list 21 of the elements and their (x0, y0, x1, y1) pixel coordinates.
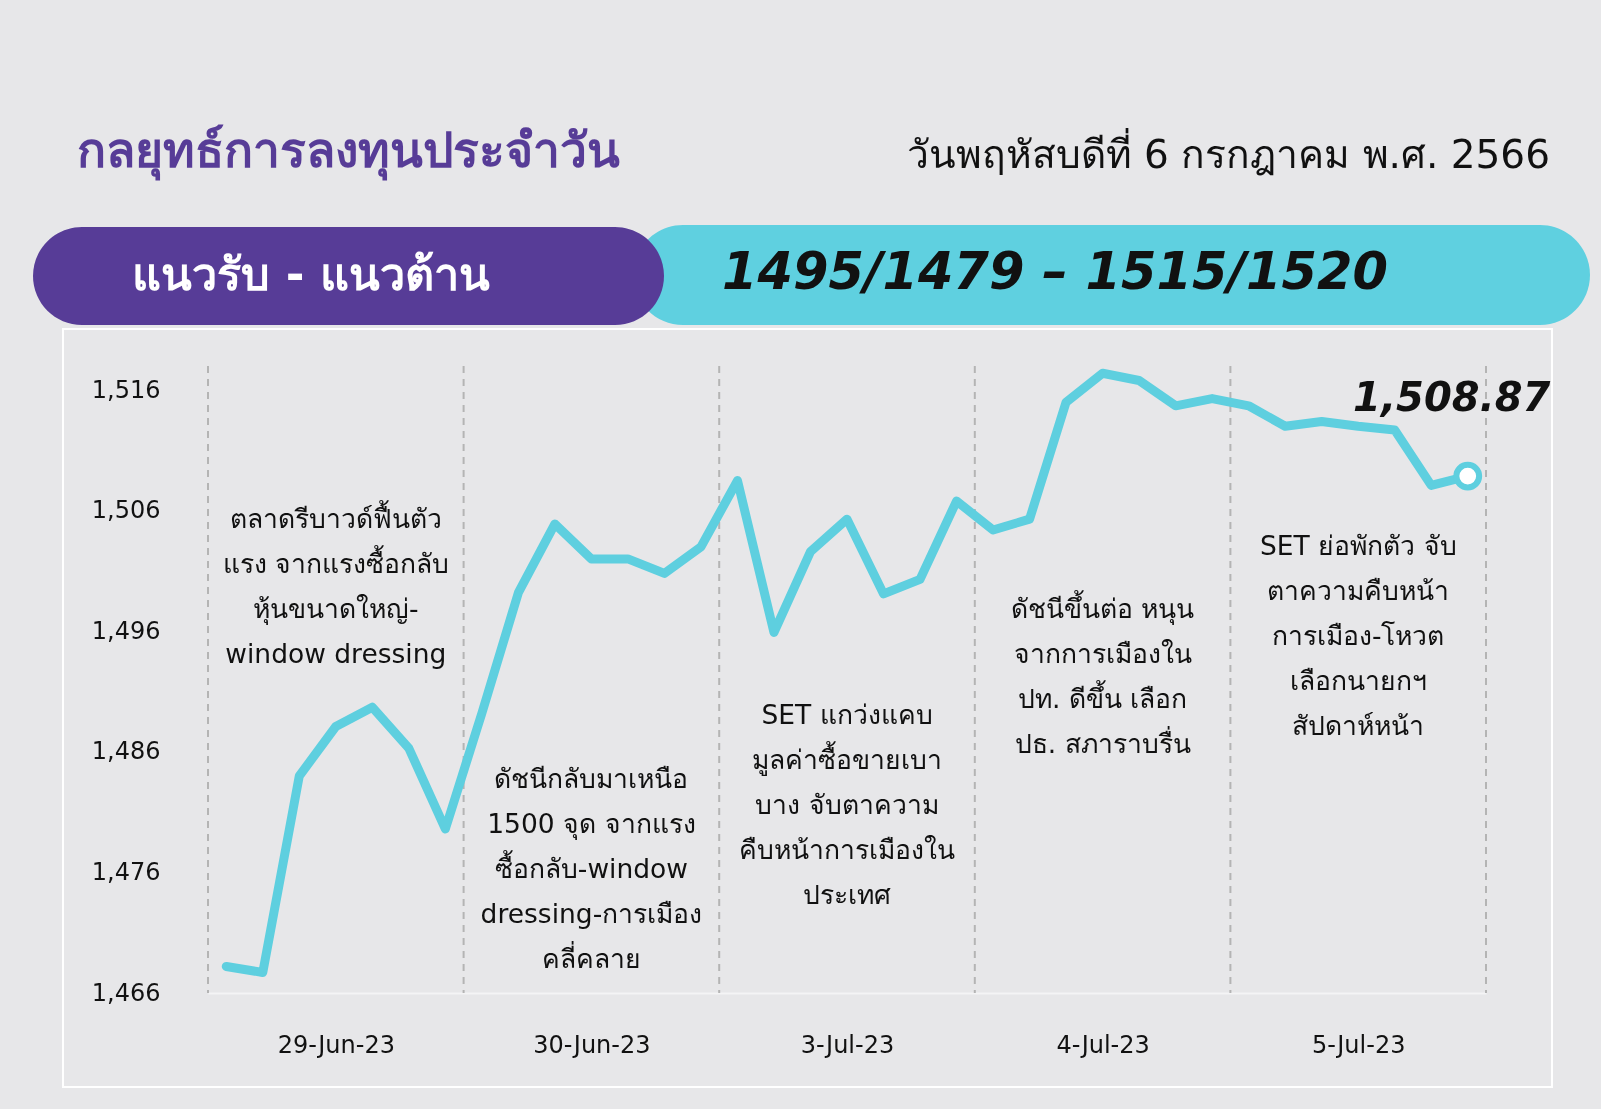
x-tick-label: 29-Jun-23 (277, 1030, 395, 1059)
x-tick-label: 5-Jul-23 (1311, 1030, 1406, 1059)
y-tick-label: 1,466 (91, 978, 161, 1007)
x-tick-label: 30-Jun-23 (533, 1030, 651, 1059)
data-label: 1,508.87 (1353, 374, 1551, 421)
x-tick-label: 3-Jul-23 (800, 1030, 895, 1059)
x-tick-label: 4-Jul-23 (1056, 1030, 1150, 1059)
y-tick-label: 1,476 (91, 857, 161, 886)
annotation: SET ย่อพักตัว จับ ตาความคืบหน้า การเมือง-โหวต เลือกนายกฯ สัปดาห์หน้า (1259, 530, 1457, 741)
text: 1495/1479 – 1515/1520 (721, 242, 1389, 301)
y-tick-label: 1,486 (91, 737, 161, 766)
chart-subtitle: วันพฤหัสบดีที่ 6 กรกฎาคม พ.ศ. 2566 (906, 128, 1550, 177)
annotation: SET แกว่งแคบ มูลค่าซื้อขายเบา บาง จับตาความ คืบหน้าการเมืองใน ประเทศ (739, 699, 955, 910)
annotation: ดัชนีกลับมาเหนือ 1500 จุด จากแรง ซื้อกลับ-window dressing-การเมือง คลี่คลาย (480, 763, 703, 974)
annotation: ดัชนีขึ้นต่อ หนุน จากการเมืองใน ปท. ดีขึ้น เลือก ปธ. สภาราบรื่น (1010, 590, 1195, 759)
y-tick-label: 1,506 (91, 496, 161, 525)
text: แนวรับ - แนวต้าน (131, 248, 491, 301)
y-tick-label: 1,516 (91, 375, 161, 404)
annotation: ตลาดรีบาวด์ฟื้นตัว แรง จากแรงซื้อกลับ หุ้นขนาดใหญ่- window dressing (222, 500, 450, 669)
chart-title: กลยุทธ์การลงทุนประจำวัน (77, 122, 620, 181)
y-tick-label: 1,496 (91, 616, 161, 645)
